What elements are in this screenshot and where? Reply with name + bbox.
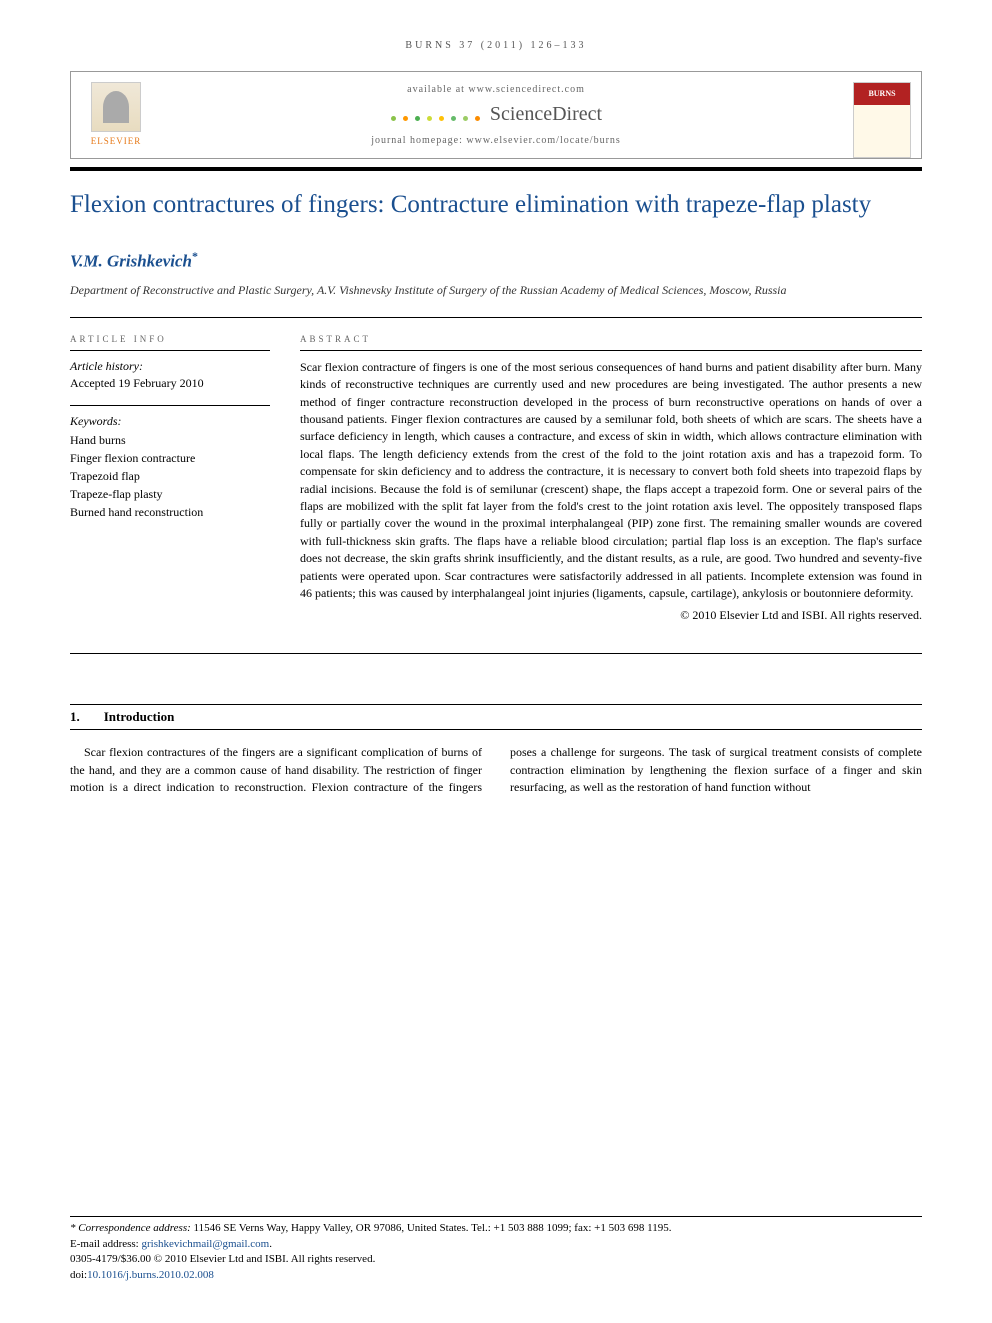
abstract-text: Scar flexion contracture of fingers is o…	[300, 359, 922, 602]
keyword-item: Trapezoid flap	[70, 467, 270, 485]
keywords-label: Keywords:	[70, 414, 270, 429]
article-info-heading: ARTICLE INFO	[70, 334, 270, 344]
rule-below-abstract	[70, 653, 922, 654]
keyword-item: Hand burns	[70, 431, 270, 449]
correspondence-label: * Correspondence address:	[70, 1222, 191, 1234]
affiliation: Department of Reconstructive and Plastic…	[70, 282, 922, 299]
history-label: Article history:	[70, 359, 270, 374]
section-heading: 1. Introduction	[70, 704, 922, 730]
footer-block: * Correspondence address: 11546 SE Verns…	[70, 1216, 922, 1283]
dot-icon	[475, 116, 480, 121]
article-title: Flexion contractures of fingers: Contrac…	[70, 189, 922, 222]
author-name: V.M. Grishkevich*	[70, 249, 922, 272]
info-rule	[70, 405, 270, 406]
info-abstract-row: ARTICLE INFO Article history: Accepted 1…	[70, 334, 922, 623]
dot-icon	[451, 116, 456, 121]
homepage-text: journal homepage: www.elsevier.com/locat…	[71, 135, 921, 146]
dot-icon	[415, 116, 420, 121]
issn-line: 0305-4179/$36.00 © 2010 Elsevier Ltd and…	[70, 1252, 922, 1267]
black-separator-bar	[70, 167, 922, 171]
correspondence-text: 11546 SE Verns Way, Happy Valley, OR 970…	[191, 1222, 672, 1234]
journal-thumb-body	[854, 105, 910, 157]
elsevier-logo: ELSEVIER	[81, 82, 151, 146]
email-link[interactable]: grishkevichmail@gmail.com	[141, 1238, 269, 1250]
abstract-rule	[300, 350, 922, 351]
dot-icon	[427, 116, 432, 121]
corresponding-asterisk: *	[192, 249, 198, 263]
dot-icon	[391, 116, 396, 121]
email-line: E-mail address: grishkevichmail@gmail.co…	[70, 1237, 922, 1252]
journal-cover-thumb: BURNS	[853, 82, 911, 158]
email-label: E-mail address:	[70, 1238, 141, 1250]
keyword-item: Trapeze-flap plasty	[70, 485, 270, 503]
rule-above-abstract	[70, 317, 922, 318]
abstract-column: ABSTRACT Scar flexion contracture of fin…	[300, 334, 922, 623]
section-number: 1.	[70, 709, 80, 725]
sd-logo-text: ScienceDirect	[490, 103, 602, 125]
dot-icon	[439, 116, 444, 121]
author-text: V.M. Grishkevich	[70, 252, 192, 271]
dot-icon	[403, 116, 408, 121]
history-text: Accepted 19 February 2010	[70, 376, 270, 391]
doi-line: doi:10.1016/j.burns.2010.02.008	[70, 1268, 922, 1283]
journal-thumb-title: BURNS	[854, 83, 910, 105]
info-rule	[70, 350, 270, 351]
keyword-item: Burned hand reconstruction	[70, 503, 270, 521]
doi-link[interactable]: 10.1016/j.burns.2010.02.008	[87, 1269, 214, 1281]
article-info-column: ARTICLE INFO Article history: Accepted 1…	[70, 334, 270, 623]
elsevier-label: ELSEVIER	[81, 136, 151, 146]
sd-dots-icon	[390, 104, 481, 127]
dot-icon	[463, 116, 468, 121]
elsevier-tree-icon	[91, 82, 141, 132]
keyword-item: Finger flexion contracture	[70, 449, 270, 467]
header-box: ELSEVIER BURNS available at www.scienced…	[70, 71, 922, 159]
section-title: Introduction	[104, 709, 175, 725]
abstract-heading: ABSTRACT	[300, 334, 922, 344]
running-head: BURNS 37 (2011) 126–133	[70, 40, 922, 51]
correspondence-line: * Correspondence address: 11546 SE Verns…	[70, 1221, 922, 1236]
intro-paragraph: Scar flexion contractures of the fingers…	[70, 744, 922, 796]
available-at-text: available at www.sciencedirect.com	[71, 84, 921, 95]
abstract-copyright: © 2010 Elsevier Ltd and ISBI. All rights…	[300, 608, 922, 623]
doi-label: doi:	[70, 1269, 87, 1281]
sciencedirect-logo: ScienceDirect	[71, 103, 921, 127]
footer-rule	[70, 1216, 922, 1217]
intro-text: Scar flexion contractures of the fingers…	[70, 744, 922, 796]
keywords-list: Hand burns Finger flexion contracture Tr…	[70, 431, 270, 521]
header-center: available at www.sciencedirect.com Scien…	[71, 84, 921, 146]
body-two-column: 1. Introduction Scar flexion contracture…	[70, 704, 922, 796]
